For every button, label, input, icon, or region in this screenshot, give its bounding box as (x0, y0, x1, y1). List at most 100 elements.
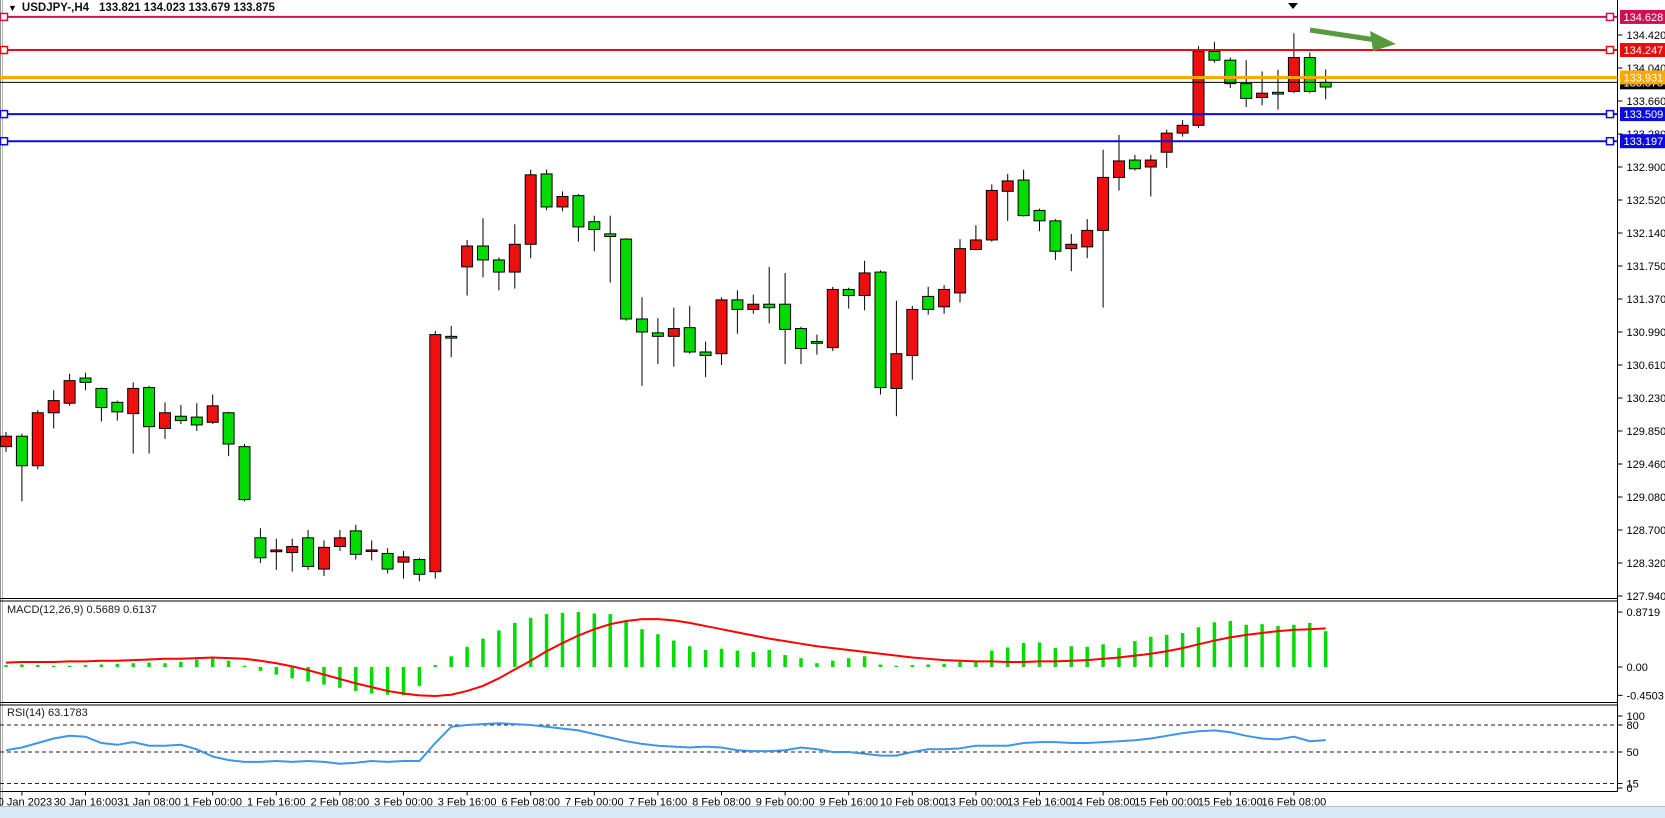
price-tick-label: 134.420 (1627, 30, 1665, 42)
line-handle[interactable] (1, 138, 8, 145)
candle-bear (827, 289, 838, 347)
candle-bull (621, 239, 632, 319)
price-tick-label: 132.520 (1627, 195, 1665, 207)
candle-bear (859, 273, 870, 296)
candle-bull (144, 388, 155, 427)
symbol-dropdown-icon[interactable]: ▼ (8, 3, 17, 13)
chart-shift-marker-icon[interactable] (1288, 3, 1298, 9)
candle-bull (493, 260, 504, 272)
candle-bear (271, 550, 282, 552)
window-bottom-edge (0, 806, 1665, 818)
candle-bear (207, 406, 218, 423)
candle-bear (462, 246, 473, 267)
candle-bull (191, 417, 202, 425)
candle-bear (128, 388, 139, 413)
candle-bull (589, 222, 600, 230)
candle-bull (382, 553, 393, 569)
line-handle[interactable] (1607, 111, 1614, 118)
candle-bull (780, 304, 791, 329)
candle-bull (175, 416, 186, 420)
candle-bull (843, 289, 854, 295)
macd-signal-line (6, 619, 1326, 696)
candle-bull (811, 342, 822, 344)
price-line-badge-label: 134.628 (1624, 12, 1664, 24)
candle-bear (32, 413, 43, 466)
trend-arrow-head-icon[interactable] (1370, 31, 1396, 51)
candle-bull (96, 388, 107, 407)
candle-bull (637, 319, 648, 332)
chart-title: ▼ USDJPY-,H4 133.821 134.023 133.679 133… (8, 1, 275, 15)
macd-scale-label: 0.00 (1627, 662, 1648, 674)
macd-indicator-label: MACD(12,26,9) 0.5689 0.6137 (7, 604, 157, 616)
trend-arrow-line[interactable] (1310, 30, 1376, 40)
candle-bear (1161, 133, 1172, 152)
candle-bear (319, 547, 330, 569)
line-handle[interactable] (1607, 47, 1614, 54)
candle-bull (223, 413, 234, 444)
candle-bear (939, 289, 950, 306)
line-handle[interactable] (1, 111, 8, 118)
candle-bull (80, 378, 91, 382)
macd-scale-label: -0.4503 (1627, 690, 1664, 702)
line-handle[interactable] (1607, 13, 1614, 20)
price-tick-label: 132.140 (1627, 228, 1665, 240)
rsi-scale-label: 0 (1627, 783, 1633, 795)
ohlc-readout: 133.821 134.023 133.679 133.875 (99, 2, 275, 14)
candle-bear (287, 547, 298, 553)
candle-bull (350, 531, 361, 554)
price-tick-label: 128.700 (1627, 525, 1665, 537)
line-handle[interactable] (1607, 138, 1614, 145)
candle-bear (1257, 93, 1268, 97)
candle-bull (652, 333, 663, 336)
candle-bear (970, 240, 981, 250)
candle-bear (668, 329, 679, 337)
price-tick-label: 128.320 (1627, 558, 1665, 570)
price-tick-label: 130.610 (1627, 360, 1665, 372)
candle-bull (875, 272, 886, 388)
candle-bull (1320, 82, 1331, 87)
candle-bull (1225, 60, 1236, 83)
price-tick-label: 129.080 (1627, 492, 1665, 504)
candle-bull (605, 234, 616, 237)
price-tick-label: 130.230 (1627, 393, 1665, 405)
candle-bull (684, 328, 695, 352)
candle-bear (955, 249, 966, 293)
candle-bear (1098, 177, 1109, 230)
candle-bear (748, 304, 759, 309)
candle-bear (430, 335, 441, 572)
candle-bull (923, 296, 934, 309)
candle-bear (891, 354, 902, 389)
candle-bear (907, 309, 918, 355)
candle-bull (239, 447, 250, 500)
candle-bull (700, 352, 711, 355)
candle-bull (1129, 160, 1140, 169)
candle-bull (112, 402, 123, 412)
candle-bull (732, 300, 743, 310)
price-tick-label: 130.990 (1627, 327, 1665, 339)
price-tick-label: 129.460 (1627, 459, 1665, 471)
candle-bull (16, 436, 27, 466)
price-line-badge-label: 134.247 (1624, 45, 1664, 57)
candle-bear (398, 557, 409, 562)
candle-bull (303, 538, 314, 567)
candle-bear (64, 381, 75, 404)
candle-bear (1002, 181, 1013, 191)
line-handle[interactable] (1, 47, 8, 54)
candle-bull (1050, 221, 1061, 251)
price-tick-label: 133.660 (1627, 96, 1665, 108)
candle-bull (541, 174, 552, 207)
candle-bear (716, 300, 727, 354)
candle-bear (1, 436, 12, 446)
candle-bull (478, 246, 489, 260)
macd-scale-label: 0.8719 (1627, 607, 1661, 619)
price-line-badge-label: 133.509 (1624, 109, 1664, 121)
candle-bull (1018, 180, 1029, 216)
rsi-scale-label: 50 (1627, 747, 1639, 759)
candle-bear (48, 401, 59, 413)
candle-bull (1304, 58, 1315, 92)
candle-bull (414, 560, 425, 575)
line-handle[interactable] (1, 13, 8, 20)
candle-bull (1209, 52, 1220, 61)
